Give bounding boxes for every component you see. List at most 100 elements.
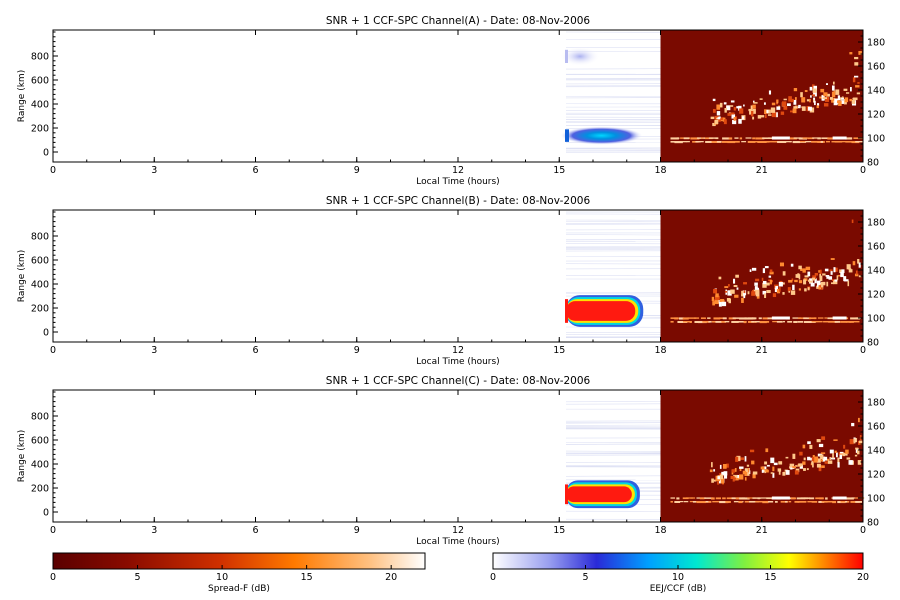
eej-plume	[794, 470, 799, 475]
eej-echo-trace	[707, 317, 711, 319]
eej-echo-trace	[855, 141, 863, 143]
eej-plume	[851, 100, 856, 104]
eej-plume	[741, 297, 744, 303]
y2-tick-label: 80	[867, 338, 879, 349]
eej-echo-trace	[696, 501, 706, 504]
eej-plume	[795, 274, 800, 278]
eej-plume	[790, 263, 794, 267]
eej-plume	[801, 97, 806, 103]
x-tick-label: 15	[553, 165, 565, 176]
eej-plume	[771, 102, 776, 106]
x-tick-label: 6	[252, 165, 258, 176]
secondary-echo-edge	[565, 49, 568, 63]
x-tick-label: 9	[354, 345, 360, 356]
eej-plume	[810, 95, 812, 98]
eej-echo-trace	[855, 501, 862, 503]
eej-echo-trace	[722, 317, 727, 320]
y-axis-label: Range (km)	[17, 70, 27, 122]
eej-echo-trace	[681, 141, 688, 143]
eej-plume	[793, 99, 797, 105]
eej-plume	[744, 477, 747, 481]
eej-plume	[856, 449, 860, 455]
eej-plume	[839, 454, 843, 459]
eej-plume	[800, 92, 803, 98]
eej-plume	[752, 473, 756, 479]
eej-plume	[812, 84, 815, 90]
eej-plume	[827, 460, 833, 464]
eej-echo-trace	[734, 137, 739, 139]
colorbar-eej: 0 5 10 15 20 EEJ/CCF (dB)	[490, 552, 869, 594]
eej-plume	[733, 285, 738, 288]
y2-tick-label: 140	[867, 446, 885, 457]
eej-plume	[823, 92, 828, 97]
colorbar-tick-label: 10	[216, 572, 228, 583]
eej-plume	[814, 456, 819, 462]
eej-plume	[813, 85, 818, 91]
eej-plume	[790, 110, 793, 113]
eej-plume	[714, 119, 719, 124]
eej-plume	[733, 474, 738, 480]
y-tick-label: 200	[31, 484, 49, 495]
eej-plume	[825, 96, 830, 102]
eej-plume	[733, 278, 736, 284]
colorbar-tick-label: 5	[582, 572, 588, 583]
eej-echo-trace	[803, 317, 811, 320]
eej-echo-trace	[713, 317, 721, 320]
eej-echo-trace	[793, 321, 798, 323]
eej-plume	[840, 100, 845, 104]
eej-plume	[798, 274, 801, 280]
eej-plume	[736, 455, 741, 462]
eej-plume	[751, 110, 754, 117]
eej-plume	[769, 279, 772, 285]
eej-plume	[833, 90, 836, 95]
eej-echo-trace	[728, 317, 736, 320]
eej-echo-trace	[761, 497, 771, 499]
eej-plume	[830, 271, 833, 275]
y2-tick-label: 120	[867, 470, 885, 481]
x-tick-label: 0	[50, 525, 56, 536]
eej-plume	[822, 97, 828, 100]
eej-plume	[752, 104, 756, 109]
eej-plume	[816, 105, 819, 109]
x-tick-label: 9	[354, 525, 360, 536]
eej-echo-trace	[765, 321, 770, 323]
eej-plume	[743, 282, 747, 285]
eej-echo-trace	[771, 496, 790, 500]
eej-echo-trace	[715, 321, 722, 323]
eej-plume	[762, 290, 767, 295]
eej-plume	[778, 286, 781, 292]
eej-plume	[728, 284, 730, 287]
eej-plume	[785, 456, 789, 459]
eej-plume	[785, 470, 790, 475]
eej-plume	[830, 457, 836, 460]
eej-plume	[801, 106, 806, 108]
eej-echo-trace	[686, 141, 690, 143]
eej-plume	[824, 268, 829, 272]
eej-plume	[715, 293, 719, 298]
eej-echo-trace	[846, 321, 851, 323]
eej-plume	[800, 268, 803, 272]
eej-plume	[756, 294, 760, 299]
eej-plume	[826, 458, 830, 461]
eej-plume	[857, 460, 862, 465]
eej-plume	[822, 273, 826, 276]
eej-echo-trace	[850, 501, 860, 503]
eej-plume	[798, 280, 803, 284]
eej-plume	[743, 290, 746, 294]
eej-echo-trace	[700, 137, 704, 139]
eej-echo-trace	[724, 321, 730, 323]
eej-plume	[843, 276, 847, 282]
eej-plume	[711, 478, 714, 483]
eej-echo-trace	[817, 317, 824, 319]
eej-echo-trace	[789, 137, 797, 140]
eej-plume	[783, 98, 787, 101]
eej-plume	[852, 77, 856, 83]
eej-echo-trace	[728, 137, 733, 140]
eej-plume	[719, 464, 722, 469]
eej-plume	[734, 467, 737, 472]
y-tick-label: 400	[31, 460, 49, 471]
x-tick-label: 18	[654, 525, 666, 536]
spread-f-echo-start	[565, 299, 568, 323]
eej-echo-trace	[683, 501, 689, 503]
